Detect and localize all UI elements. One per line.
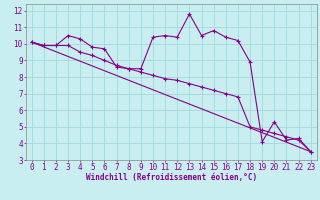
X-axis label: Windchill (Refroidissement éolien,°C): Windchill (Refroidissement éolien,°C) — [86, 173, 257, 182]
